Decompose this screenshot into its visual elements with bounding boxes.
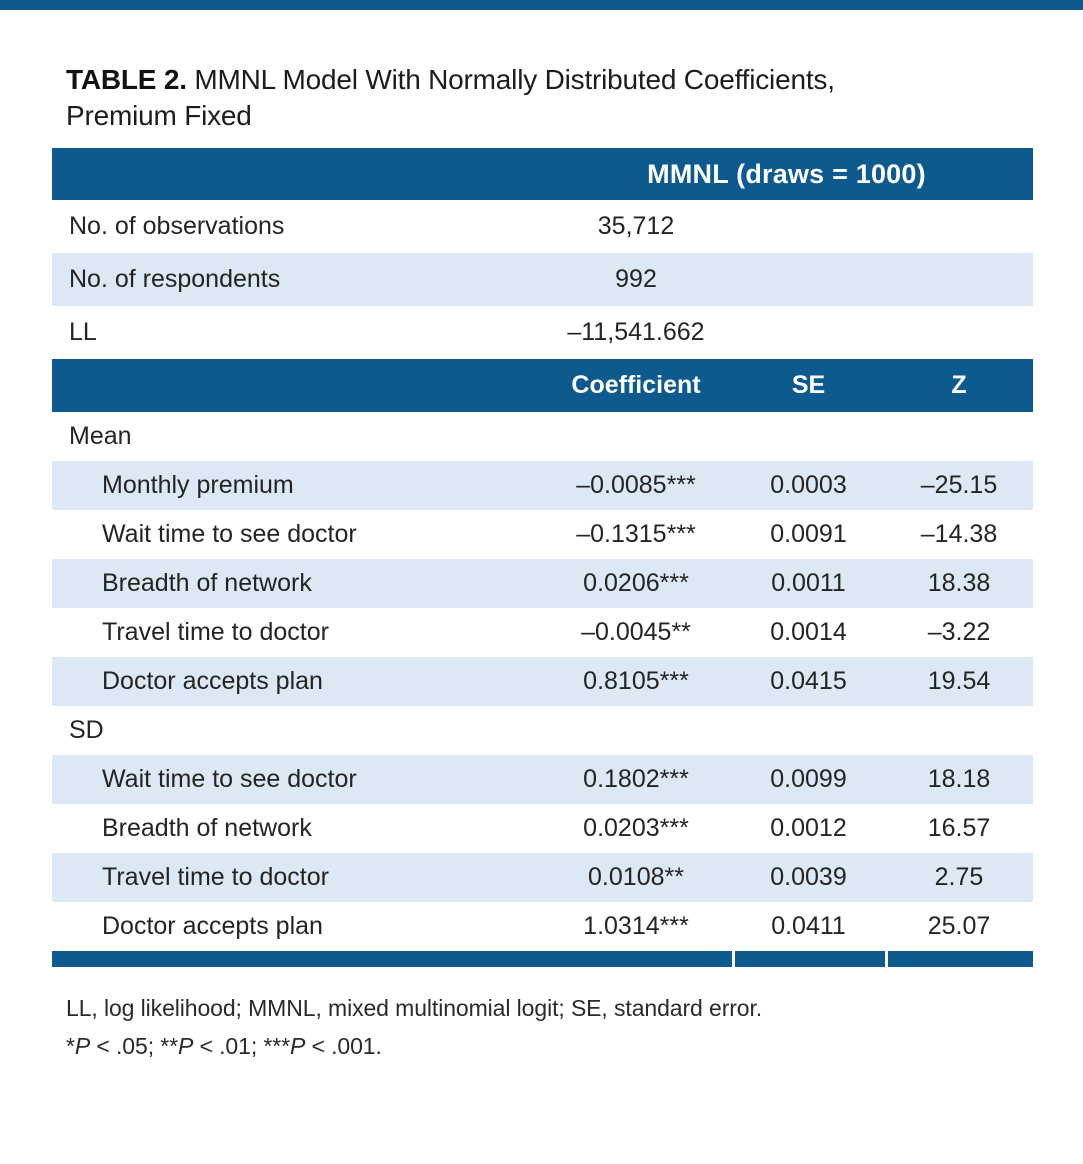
- info-rows: No. of observations 35,712 No. of responde…: [52, 200, 1033, 359]
- section-row: SD: [52, 706, 1033, 755]
- p-italic-segment: P: [177, 1033, 194, 1059]
- z-cell: 18.18: [927, 765, 991, 793]
- coefficient-cell: 0.0203***: [583, 814, 689, 842]
- row-label: Travel time to doctor: [102, 863, 329, 891]
- row-label: Doctor accepts plan: [102, 667, 323, 695]
- column-header-z: Z: [951, 371, 967, 399]
- footnote-abbreviations: LL, log likelihood; MMNL, mixed multinom…: [66, 995, 763, 1021]
- table-title: TABLE 2. MMNL Model With Normally Distri…: [66, 62, 1026, 134]
- data-row: Doctor accepts plan 0.8105*** 0.0415 19.54: [52, 657, 1033, 706]
- section-label: SD: [69, 716, 104, 744]
- coefficient-cell: 0.0108**: [588, 863, 684, 891]
- info-row: No. of observations 35,712: [52, 200, 1033, 253]
- info-row: LL –11,541.662: [52, 306, 1033, 359]
- z-cell: –14.38: [920, 520, 998, 548]
- se-cell: 0.0415: [770, 667, 847, 695]
- se-cell: 0.0014: [770, 618, 847, 646]
- info-row-value: 992: [615, 265, 657, 293]
- info-row-label: No. of respondents: [69, 265, 281, 293]
- z-cell: 18.38: [927, 569, 991, 597]
- section-row: Mean: [52, 412, 1033, 461]
- info-row-value: 35,712: [597, 212, 675, 240]
- row-label: Doctor accepts plan: [102, 912, 323, 940]
- column-header-se: SE: [791, 371, 826, 399]
- z-cell: –25.15: [920, 471, 998, 499]
- section-label: Mean: [69, 422, 132, 450]
- significance-segment: < .001.: [305, 1033, 382, 1059]
- data-row: Travel time to doctor 0.0108** 0.0039 2.75: [52, 853, 1033, 902]
- se-cell: 0.0091: [770, 520, 847, 548]
- z-cell: 25.07: [927, 912, 991, 940]
- info-row: No. of respondents 992: [52, 253, 1033, 306]
- data-row: Doctor accepts plan 1.0314*** 0.0411 25.07: [52, 902, 1033, 951]
- p-italic-segment: P: [74, 1033, 91, 1059]
- data-row: Wait time to see doctor –0.1315*** 0.0091 –…: [52, 510, 1033, 559]
- se-cell: 0.0099: [770, 765, 847, 793]
- column-header-coefficient: Coefficient: [571, 371, 701, 399]
- se-cell: 0.0039: [770, 863, 847, 891]
- footnote-significance: *P < .05; **P < .01; ***P < .001.: [66, 1027, 1083, 1065]
- significance-segment: < .01; ***: [193, 1033, 291, 1059]
- coefficient-cell: –0.0045**: [581, 618, 691, 646]
- info-row-value: –11,541.662: [567, 318, 705, 346]
- data-row: Wait time to see doctor 0.1802*** 0.0099 18…: [52, 755, 1033, 804]
- info-row-label: No. of observations: [69, 212, 285, 240]
- top-rule: [0, 0, 1083, 10]
- significance-segment: *: [66, 1033, 75, 1059]
- table-title-line1: TABLE 2. MMNL Model With Normally Distri…: [66, 62, 1026, 98]
- info-row-label: LL: [69, 318, 97, 346]
- coefficient-cell: 0.1802***: [583, 765, 689, 793]
- z-cell: –3.22: [927, 618, 991, 646]
- bottom-rule-segment: [735, 951, 885, 967]
- table-title-line2: Premium Fixed: [66, 100, 252, 131]
- row-label: Monthly premium: [102, 471, 294, 499]
- model-header-row: MMNL (draws = 1000): [52, 148, 1033, 200]
- data-row: Breadth of network 0.0206*** 0.0011 18.38: [52, 559, 1033, 608]
- se-cell: 0.0011: [771, 569, 846, 597]
- data-row: Monthly premium –0.0085*** 0.0003 –25.15: [52, 461, 1033, 510]
- z-cell: 16.57: [927, 814, 991, 842]
- z-cell: 19.54: [927, 667, 991, 695]
- footnotes: LL, log likelihood; MMNL, mixed multinom…: [66, 989, 1083, 1065]
- table-title-text: MMNL Model With Normally Distributed Coe…: [186, 64, 835, 95]
- row-label: Wait time to see doctor: [102, 520, 357, 548]
- body-rows: Mean Monthly premium –0.0085*** 0.0003 –25.1…: [52, 412, 1033, 951]
- coefficient-cell: 0.0206***: [583, 569, 689, 597]
- row-label: Travel time to doctor: [102, 618, 329, 646]
- mmnl-table: MMNL (draws = 1000) No. of observations 3…: [52, 148, 1033, 967]
- row-label: Breadth of network: [102, 814, 312, 842]
- se-cell: 0.0003: [770, 471, 847, 499]
- coefficient-cell: 0.8105***: [583, 667, 689, 695]
- table-number: TABLE 2.: [66, 64, 187, 95]
- bottom-rule: [52, 951, 1033, 967]
- coefficient-cell: 1.0314***: [583, 912, 689, 940]
- coefficient-cell: –0.0085***: [576, 471, 696, 499]
- bottom-rule-segment: [888, 951, 1033, 967]
- row-label: Breadth of network: [102, 569, 312, 597]
- z-cell: 2.75: [934, 863, 984, 891]
- bottom-rule-segment: [52, 951, 732, 967]
- significance-segment: < .05; **: [90, 1033, 178, 1059]
- data-row: Breadth of network 0.0203*** 0.0012 16.57: [52, 804, 1033, 853]
- se-cell: 0.0411: [771, 912, 846, 940]
- row-label: Wait time to see doctor: [102, 765, 357, 793]
- p-italic-segment: P: [289, 1033, 306, 1059]
- se-cell: 0.0012: [770, 814, 847, 842]
- model-header-label: MMNL (draws = 1000): [647, 158, 926, 189]
- data-row: Travel time to doctor –0.0045** 0.0014 –3.2…: [52, 608, 1033, 657]
- column-header-row: Coefficient SE Z: [52, 359, 1033, 412]
- coefficient-cell: –0.1315***: [576, 520, 696, 548]
